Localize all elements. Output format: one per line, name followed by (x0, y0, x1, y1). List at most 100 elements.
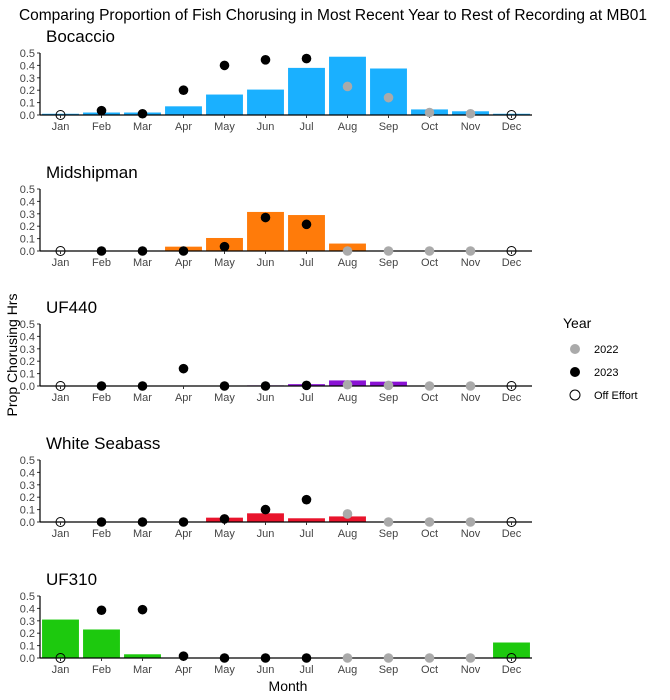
point-2022 (383, 653, 394, 663)
point-2023 (96, 105, 107, 116)
x-tick-label: Aug (338, 121, 358, 133)
bar-jan (42, 113, 79, 115)
bar-mar (124, 654, 161, 658)
bar-may (206, 94, 243, 115)
bar-aug (329, 516, 366, 522)
x-tick-label: Jun (257, 257, 275, 269)
point-off-effort (506, 246, 517, 256)
point-2022 (383, 92, 394, 103)
y-tick-label: 0.3 (20, 480, 35, 492)
bar-jan (42, 619, 79, 658)
point-off-effort (506, 381, 517, 391)
bar-jun (247, 89, 284, 115)
bar-feb (83, 629, 120, 658)
x-tick-label: Aug (338, 664, 358, 676)
x-tick-label: Dec (502, 528, 522, 540)
y-tick-label: 0.4 (20, 467, 35, 479)
point-2023 (219, 60, 230, 71)
legend: Year 2022 2023 Off Effort (563, 315, 638, 402)
x-tick-label: Oct (421, 121, 438, 133)
y-tick-label: 0.4 (20, 196, 35, 208)
x-tick-label: Nov (461, 121, 481, 133)
point-2023 (137, 604, 148, 615)
y-tick-label: 0.5 (20, 591, 35, 603)
x-tick-label: Sep (379, 392, 399, 404)
x-tick-label: Aug (338, 528, 358, 540)
y-tick-label: 0.2 (20, 628, 35, 640)
legend-label: 2023 (594, 367, 618, 379)
x-tick-label: Mar (133, 664, 152, 676)
x-tick-label: Mar (133, 392, 152, 404)
y-tick-label: 0.3 (20, 616, 35, 628)
x-tick-label: Feb (92, 664, 111, 676)
point-2022 (383, 246, 394, 256)
point-2023 (96, 605, 107, 616)
point-2022 (383, 517, 394, 527)
point-2023 (178, 651, 189, 661)
y-tick-label: 0.2 (20, 221, 35, 233)
point-2023 (260, 55, 271, 65)
panel-midshipman: Midshipman 0.00.10.20.30.40.5 Jan Feb Mar Apr… (20, 163, 532, 269)
point-2023 (301, 494, 312, 505)
y-tick-label: 0.1 (20, 641, 35, 653)
x-tick-label: Dec (502, 257, 522, 269)
x-tick-label: Jul (299, 664, 313, 676)
point-2022 (424, 381, 435, 391)
y-tick-label: 0.5 (20, 455, 35, 467)
point-2023 (301, 53, 312, 64)
bar-jul (288, 67, 325, 115)
point-2023 (137, 517, 148, 527)
point-2022 (424, 653, 435, 663)
x-tick-label: Aug (338, 392, 358, 404)
point-2023 (96, 381, 107, 391)
point-2022 (342, 246, 353, 256)
y-tick-label: 0.2 (20, 492, 35, 504)
point-2022 (424, 246, 435, 256)
point-2023 (301, 380, 312, 391)
y-tick-label: 0.3 (20, 209, 35, 221)
y-tick-label: 0.4 (20, 603, 35, 615)
x-tick-label: Dec (502, 121, 522, 133)
panel-white-seabass: White Seabass 0.00.10.20.30.40.5 Jan Feb Mar… (20, 434, 532, 540)
panel-title: Midshipman (46, 163, 138, 182)
point-2023 (178, 246, 189, 256)
x-tick-label: Feb (92, 392, 111, 404)
point-off-effort (55, 653, 66, 663)
y-tick-label: 0.5 (20, 319, 35, 331)
x-tick-label: Jun (257, 664, 275, 676)
point-off-effort (55, 110, 66, 120)
x-tick-label: Oct (421, 664, 438, 676)
y-tick-label: 0.1 (20, 98, 35, 110)
x-tick-label: May (214, 664, 235, 676)
y-tick-label: 0.5 (20, 48, 35, 60)
y-tick-label: 0.1 (20, 505, 35, 517)
x-tick-label: Nov (461, 392, 481, 404)
x-tick-label: May (214, 257, 235, 269)
x-tick-label: Feb (92, 257, 111, 269)
x-tick-label: Nov (461, 664, 481, 676)
point-off-effort (506, 653, 517, 663)
bar-jun (247, 513, 284, 522)
legend-label: Off Effort (594, 390, 638, 402)
x-tick-label: Jan (52, 664, 70, 676)
x-tick-label: Oct (421, 392, 438, 404)
legend-key-2023 (570, 367, 580, 377)
panel-title: UF440 (46, 298, 97, 317)
y-tick-label: 0.4 (20, 60, 35, 72)
x-tick-label: Jan (52, 392, 70, 404)
point-2022 (342, 653, 353, 663)
x-tick-label: Nov (461, 528, 481, 540)
chart-title: Comparing Proportion of Fish Chorusing i… (19, 7, 647, 24)
point-2022 (465, 246, 476, 256)
x-tick-label: Jan (52, 121, 70, 133)
x-tick-label: Jul (299, 528, 313, 540)
point-2022 (465, 517, 476, 527)
point-2023 (96, 517, 107, 527)
x-tick-label: Mar (133, 257, 152, 269)
x-tick-label: Jun (257, 121, 275, 133)
x-tick-label: Apr (175, 392, 192, 404)
point-2023 (301, 653, 312, 663)
bar-dec (493, 642, 530, 658)
point-2022 (465, 381, 476, 391)
